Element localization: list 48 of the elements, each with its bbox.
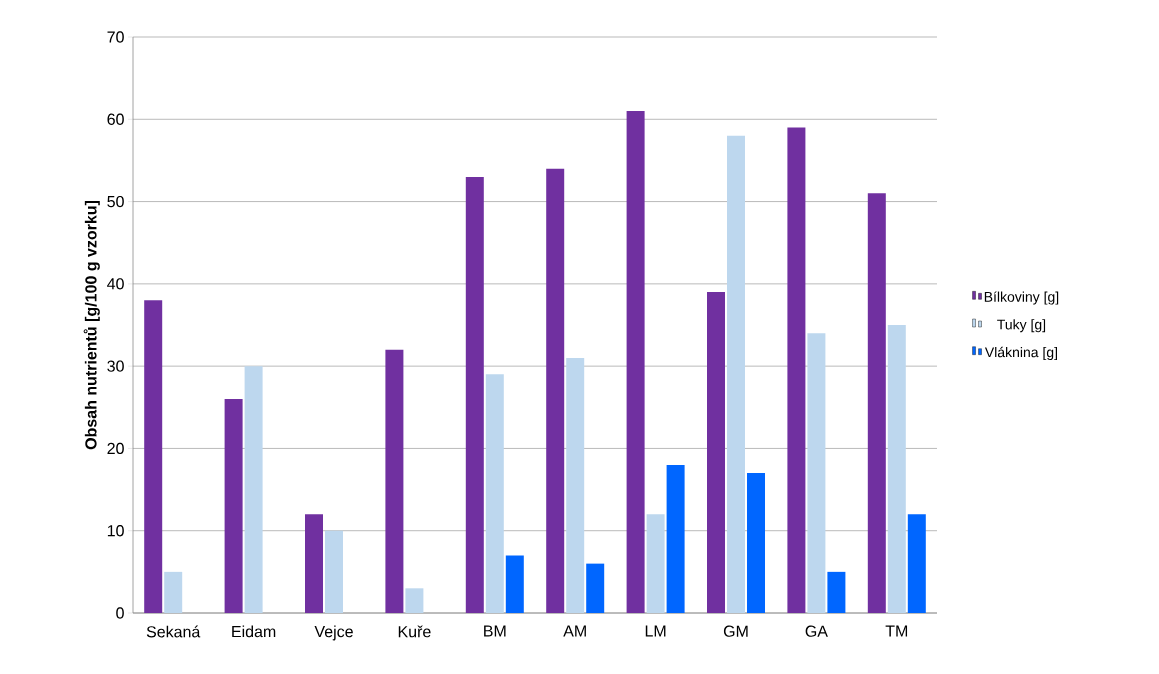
- x-tick-label: BM: [484, 625, 506, 637]
- bar: [144, 300, 163, 613]
- legend-label: Vláknina [g]: [984, 346, 1057, 361]
- x-tick-label: Eidam: [232, 625, 276, 638]
- bar: [244, 366, 263, 613]
- legend-label: Tuky [g]: [997, 319, 1046, 333]
- bar: [646, 514, 665, 613]
- bar: [626, 111, 645, 613]
- y-tick-label: 50: [107, 195, 124, 208]
- bar: [485, 374, 504, 613]
- bar: [827, 571, 846, 613]
- bar: [405, 588, 424, 613]
- x-tick-label: GA: [805, 625, 828, 637]
- bar: [807, 333, 826, 613]
- bar: [787, 127, 806, 613]
- y-tick-label: 60: [107, 113, 124, 125]
- y-tick-label: 0: [116, 607, 124, 619]
- bar: [305, 514, 323, 613]
- bar: [887, 325, 906, 613]
- bar: [566, 357, 585, 613]
- bar: [505, 555, 524, 613]
- x-tick-label: Kuře: [398, 625, 431, 638]
- x-tick-label: Sekaná: [146, 625, 201, 638]
- legend-label: Bílkoviny [g]: [984, 291, 1059, 305]
- bar: [586, 563, 605, 613]
- y-tick-label: 70: [107, 31, 124, 43]
- bar: [867, 193, 886, 613]
- y-tick-label: 10: [107, 525, 124, 537]
- bar: [747, 473, 765, 613]
- y-axis-title: Obsah nutrientů [g/100 g vzorku]: [83, 200, 100, 450]
- bar: [666, 464, 685, 613]
- bar: [164, 571, 183, 613]
- bar: [385, 349, 404, 613]
- x-tick-label: LM: [645, 625, 666, 637]
- x-tick-label: AM: [563, 625, 586, 637]
- bar: [546, 168, 565, 613]
- bar: [707, 292, 725, 613]
- bar: [465, 176, 484, 613]
- x-tick-label: GM: [723, 625, 748, 637]
- y-tick-label: 30: [107, 360, 124, 372]
- x-tick-label: Vejce: [314, 625, 353, 641]
- bar: [727, 135, 745, 613]
- y-tick-label: 20: [107, 442, 124, 455]
- bar: [907, 514, 926, 613]
- bar: [325, 530, 343, 613]
- bar: [224, 399, 243, 613]
- y-tick-label: 40: [107, 278, 124, 290]
- x-tick-label: TM: [885, 625, 908, 637]
